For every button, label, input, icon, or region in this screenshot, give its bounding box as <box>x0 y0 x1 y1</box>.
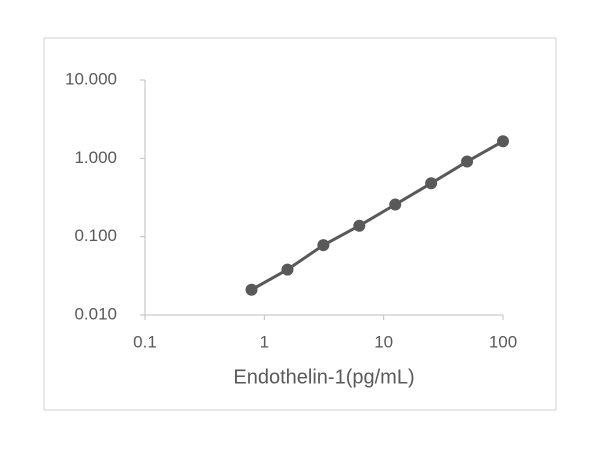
y-tick-label: 1.000 <box>74 148 117 167</box>
data-point <box>353 219 366 232</box>
x-tick-label: 10 <box>374 332 393 351</box>
data-point <box>389 198 402 211</box>
y-tick-label: 10.000 <box>65 69 117 88</box>
series-line <box>250 139 504 292</box>
data-point <box>497 135 509 148</box>
x-axis-label: Endothelin-1(pg/mL) <box>233 366 414 388</box>
data-point <box>281 263 294 276</box>
chart-border <box>43 37 557 411</box>
data-point <box>317 239 330 252</box>
data-point <box>425 177 438 190</box>
y-tick-label: 0.100 <box>74 226 117 245</box>
x-tick-label: 100 <box>489 332 517 351</box>
data-point <box>245 283 258 296</box>
x-tick-label: 0.1 <box>133 332 157 351</box>
x-tick-label: 1 <box>260 332 269 351</box>
y-tick-label: 0.010 <box>74 304 117 323</box>
data-point <box>461 155 474 168</box>
